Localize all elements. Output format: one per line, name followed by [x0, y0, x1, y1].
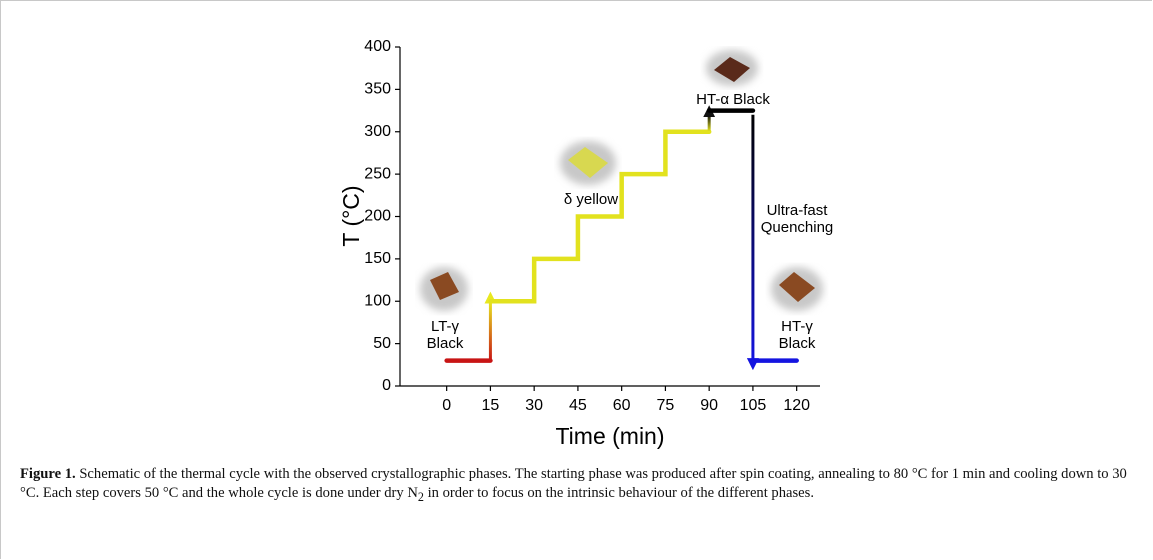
- y-tick-label: 200: [364, 208, 391, 225]
- x-axis-label: Time (min): [555, 423, 664, 449]
- annotation: HT-α Black: [696, 91, 770, 108]
- y-axis-label: T (°C): [338, 185, 364, 246]
- x-tick-label: 90: [700, 397, 718, 414]
- x-tick-label: 0: [442, 397, 451, 414]
- y-tick-label: 350: [364, 81, 391, 98]
- y-tick-label: 150: [364, 250, 391, 267]
- y-tick-label: 400: [364, 38, 391, 55]
- y-tick-label: 300: [364, 123, 391, 140]
- x-tick-label: 105: [740, 397, 767, 414]
- chart: Time (min) T (°C) 0501001502002503003504…: [0, 0, 1153, 460]
- y-tick-label: 100: [364, 292, 391, 309]
- annotation: LT-γ: [431, 318, 460, 335]
- caption-label: Figure 1.: [20, 466, 76, 482]
- annotation: Quenching: [761, 219, 834, 236]
- x-tick-label: 30: [525, 397, 543, 414]
- x-tick-label: 45: [569, 397, 587, 414]
- annotation: HT-γ: [781, 318, 813, 335]
- y-tick-label: 250: [364, 165, 391, 182]
- x-tick-label: 75: [657, 397, 675, 414]
- annotation: Black: [779, 335, 816, 352]
- x-tick-label: 120: [783, 397, 810, 414]
- annotation: Ultra-fast: [767, 202, 829, 219]
- caption: Figure 1. Schematic of the thermal cycle…: [20, 465, 1130, 507]
- annotation: δ yellow: [564, 191, 618, 208]
- x-tick-label: 15: [482, 397, 500, 414]
- y-tick-label: 50: [373, 335, 391, 352]
- y-tick-label: 0: [382, 377, 391, 394]
- annotation: Black: [427, 335, 464, 352]
- caption-text: in order to focus on the intrinsic behav…: [424, 485, 814, 501]
- x-tick-label: 60: [613, 397, 631, 414]
